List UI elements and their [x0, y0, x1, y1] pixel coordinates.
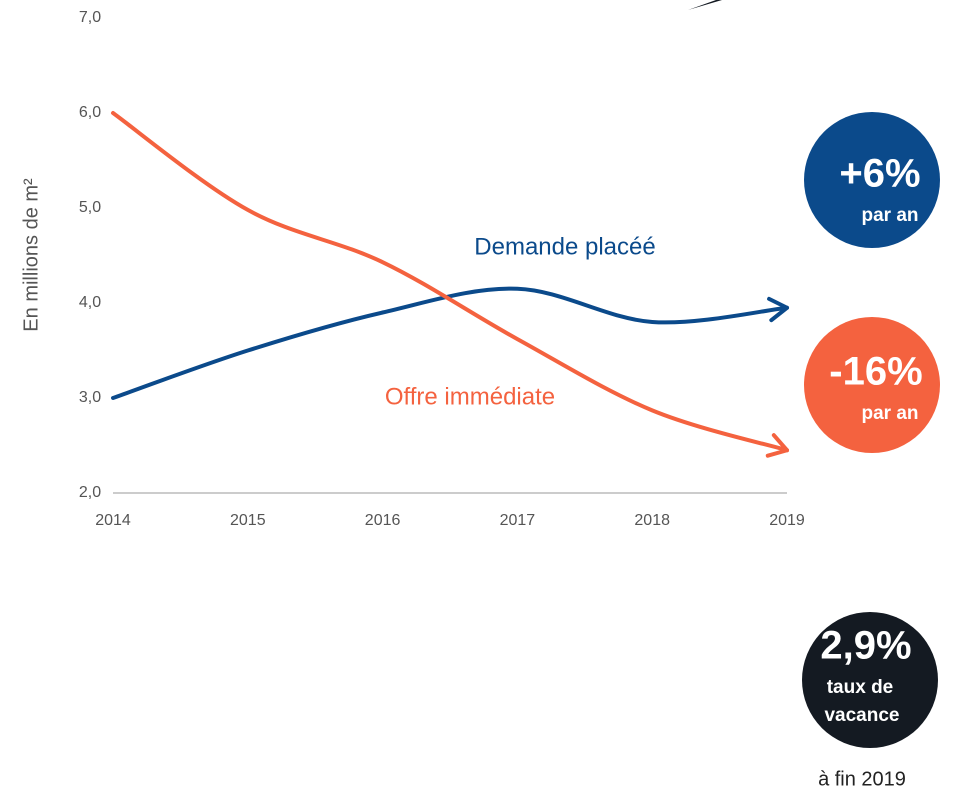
- badge-value: -16%: [829, 350, 922, 394]
- y-tick-label: 7,0: [79, 9, 101, 26]
- badge-text: par an: [861, 403, 918, 424]
- y-tick-label: 3,0: [79, 389, 101, 406]
- x-tick-label: 2014: [95, 512, 131, 529]
- line: [111, 286, 789, 400]
- badge: [804, 317, 940, 453]
- x-tick-label: 2016: [365, 512, 401, 529]
- x-tick-label: 2017: [500, 512, 536, 529]
- badge-text: par an: [861, 205, 918, 226]
- arrow-head: [765, 433, 789, 458]
- decor-triangle: [688, 0, 722, 10]
- badge-value: +6%: [839, 152, 920, 196]
- line: [111, 111, 789, 453]
- badge: [804, 112, 940, 248]
- y-tick-label: 5,0: [79, 199, 101, 216]
- series-label: Offre immédiate: [385, 383, 555, 410]
- badge: [802, 612, 938, 748]
- y-tick-label: 2,0: [79, 484, 101, 501]
- note: à fin 2019: [818, 768, 906, 790]
- x-tick-label: 2015: [230, 512, 266, 529]
- badge-text: taux de: [827, 677, 894, 698]
- series-label: Demande placéé: [474, 233, 655, 260]
- x-tick-label: 2019: [769, 512, 805, 529]
- y-tick-label: 4,0: [79, 294, 101, 311]
- y-axis-label: En millions de m²: [20, 178, 42, 332]
- x-tick-label: 2018: [634, 512, 670, 529]
- y-tick-label: 6,0: [79, 104, 101, 121]
- badge-text: vacance: [824, 705, 899, 726]
- badge-value: 2,9%: [820, 624, 911, 668]
- arrow-head: [767, 296, 789, 323]
